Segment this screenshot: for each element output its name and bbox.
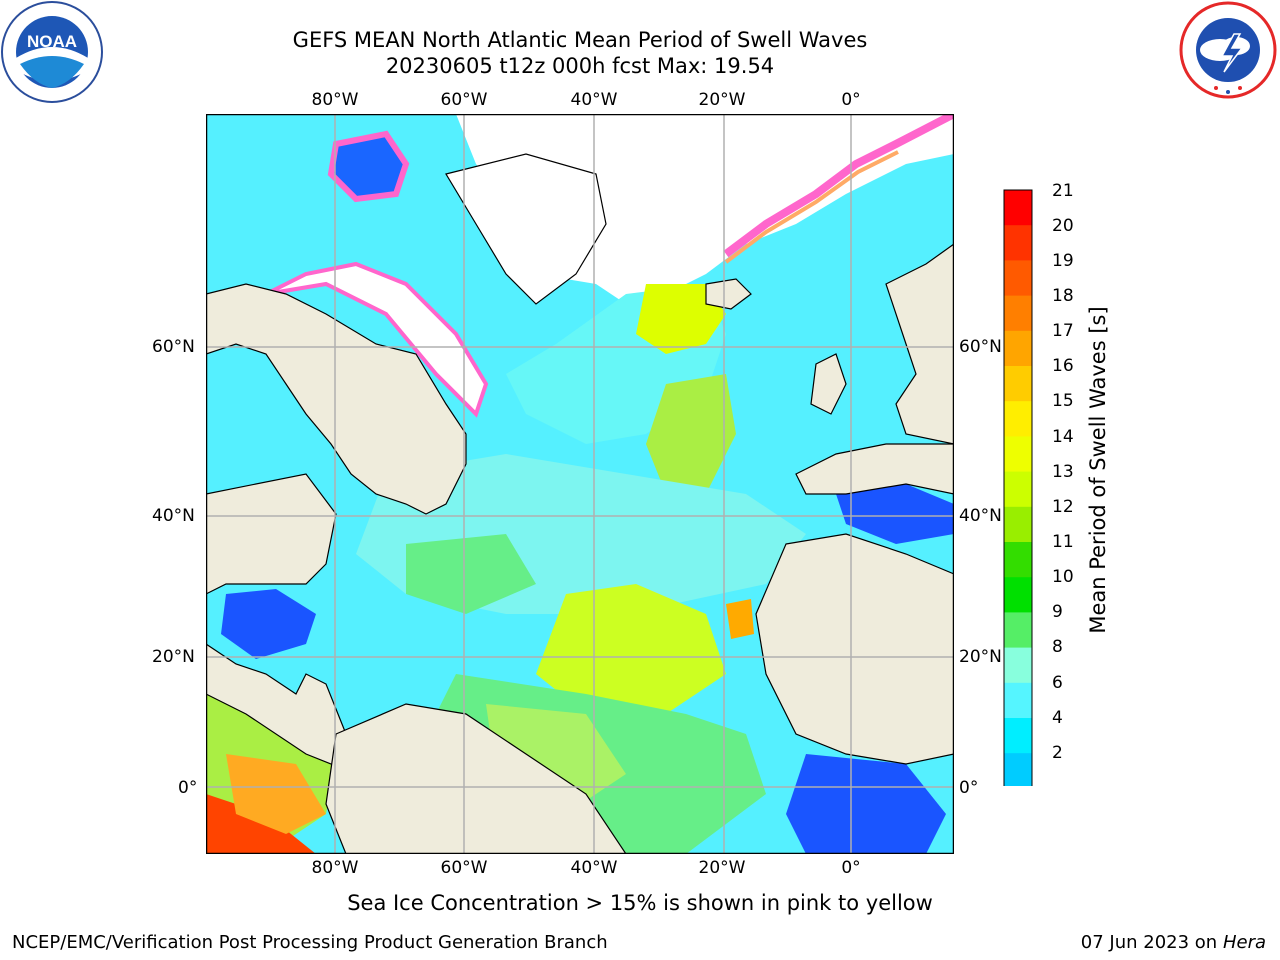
- colorbar-tick-20: 20: [1052, 216, 1074, 236]
- colorbar-tick-4: 4: [1052, 708, 1063, 728]
- noaa-logo: NOAA: [0, 0, 104, 104]
- lat-label-right-20n: 20°N: [959, 647, 1002, 667]
- field-orange-pacific: [226, 754, 326, 834]
- title-line-2: 20230605 t12z 000h fcst Max: 19.54: [385, 54, 775, 78]
- field-orange-patch: [726, 599, 754, 639]
- land-africa: [755, 533, 954, 765]
- colorbar-tick-19: 19: [1052, 251, 1074, 271]
- colorbar-tick-11: 11: [1052, 532, 1074, 552]
- ice-edge-orange: [724, 150, 899, 264]
- date-text: 07 Jun 2023 on: [1080, 932, 1218, 953]
- machine-name: Hera: [1222, 932, 1266, 953]
- colorbar-svg: [1003, 189, 1033, 853]
- lon-label-bottom-60w: 60°W: [440, 858, 488, 878]
- ice-edge-pink: [723, 114, 954, 258]
- title-line-1: GEFS MEAN North Atlantic Mean Period of …: [292, 28, 868, 52]
- land-british-isles: [810, 353, 847, 415]
- colorbar-segment: [1004, 612, 1032, 649]
- lat-label-left-0: 0°: [178, 778, 198, 798]
- lat-label-right-60n: 60°N: [959, 337, 1002, 357]
- lat-label-left-60n: 60°N: [152, 337, 195, 357]
- colorbar-segment: [1004, 542, 1032, 578]
- colorbar-tick-17: 17: [1052, 321, 1074, 341]
- lat-label-left-40n: 40°N: [152, 506, 195, 526]
- colorbar-segment: [1004, 401, 1032, 437]
- colorbar-segment: [1004, 260, 1032, 297]
- land-scandinavia: [885, 243, 954, 445]
- colorbar-segment: [1004, 225, 1032, 261]
- land-greenland: [445, 153, 607, 305]
- colorbar-segment: [1004, 506, 1032, 543]
- swell-period-map: [205, 113, 955, 855]
- colorbar-tick-14: 14: [1052, 427, 1074, 447]
- colorbar-tick-9: 9: [1052, 602, 1063, 622]
- colorbar-tick-2: 2: [1052, 743, 1063, 763]
- colorbar-segment: [1004, 190, 1032, 226]
- land-iceland: [705, 278, 752, 310]
- colorbar-segment: [1004, 753, 1032, 789]
- lon-label-bottom-0: 0°: [841, 858, 861, 878]
- field-green-mid: [646, 374, 736, 494]
- lon-label-bottom-80w: 80°W: [311, 858, 359, 878]
- colorbar-segment: [1004, 295, 1032, 332]
- land-us-southeast: [206, 473, 337, 595]
- nws-logo: [1176, 0, 1280, 100]
- colorbar-segment: [1004, 577, 1032, 613]
- land-north-america: [206, 283, 467, 515]
- map-frame: [205, 113, 955, 855]
- lon-label-top-40w: 40°W: [570, 90, 618, 110]
- colorbar-label-text: Mean Period of Swell Waves [s]: [1086, 306, 1110, 634]
- lon-label-top-0: 0°: [841, 90, 861, 110]
- lat-label-right-40n: 40°N: [959, 506, 1002, 526]
- field-yellow-tropical: [536, 584, 726, 714]
- noaa-logo-text: NOAA: [27, 32, 77, 51]
- colorbar-tick-13: 13: [1052, 462, 1074, 482]
- land-iberia-europe: [795, 443, 954, 495]
- colorbar-tick-16: 16: [1052, 356, 1074, 376]
- colorbar-tick-10: 10: [1052, 567, 1074, 587]
- lon-label-top-60w: 60°W: [440, 90, 488, 110]
- colorbar: [1000, 186, 1040, 853]
- field-gulf-of-guinea: [786, 754, 946, 854]
- colorbar-segment: [1004, 330, 1032, 367]
- colorbar-tick-12: 12: [1052, 497, 1074, 517]
- lat-label-left-20n: 20°N: [152, 647, 195, 667]
- baffin-bay: [327, 130, 410, 203]
- credit-text: NCEP/EMC/Verification Post Processing Pr…: [12, 932, 608, 953]
- lon-label-bottom-40w: 40°W: [570, 858, 618, 878]
- colorbar-segment: [1004, 682, 1032, 719]
- field-gulf-of-mexico: [221, 589, 316, 659]
- field-yellow-north: [636, 284, 726, 354]
- chart-title: GEFS MEAN North Atlantic Mean Period of …: [180, 27, 980, 79]
- colorbar-segment: [1004, 366, 1032, 402]
- colorbar-segment: [1004, 436, 1032, 473]
- sea-ice-note: Sea Ice Concentration > 15% is shown in …: [347, 891, 933, 915]
- colorbar-tick-15: 15: [1052, 391, 1074, 411]
- date-stamp: 07 Jun 2023 on Hera: [1081, 932, 1266, 954]
- colorbar-segment: [1004, 647, 1032, 684]
- lat-label-right-0: 0°: [959, 778, 979, 798]
- field-mediterranean: [836, 484, 954, 544]
- field-green-west: [406, 534, 536, 614]
- land-south-america: [325, 703, 627, 854]
- colorbar-tick-6: 6: [1052, 673, 1063, 693]
- colorbar-tick-8: 8: [1052, 637, 1063, 657]
- map-border: [205, 113, 955, 855]
- lon-label-top-20w: 20°W: [698, 90, 746, 110]
- colorbar-tick-21: 21: [1052, 181, 1074, 201]
- graticule: [206, 114, 954, 854]
- colorbar-segment: [1004, 718, 1032, 754]
- lon-label-bottom-20w: 20°W: [698, 858, 746, 878]
- lon-label-top-80w: 80°W: [311, 90, 359, 110]
- colorbar-segment: [1004, 471, 1032, 508]
- colorbar-tick-18: 18: [1052, 286, 1074, 306]
